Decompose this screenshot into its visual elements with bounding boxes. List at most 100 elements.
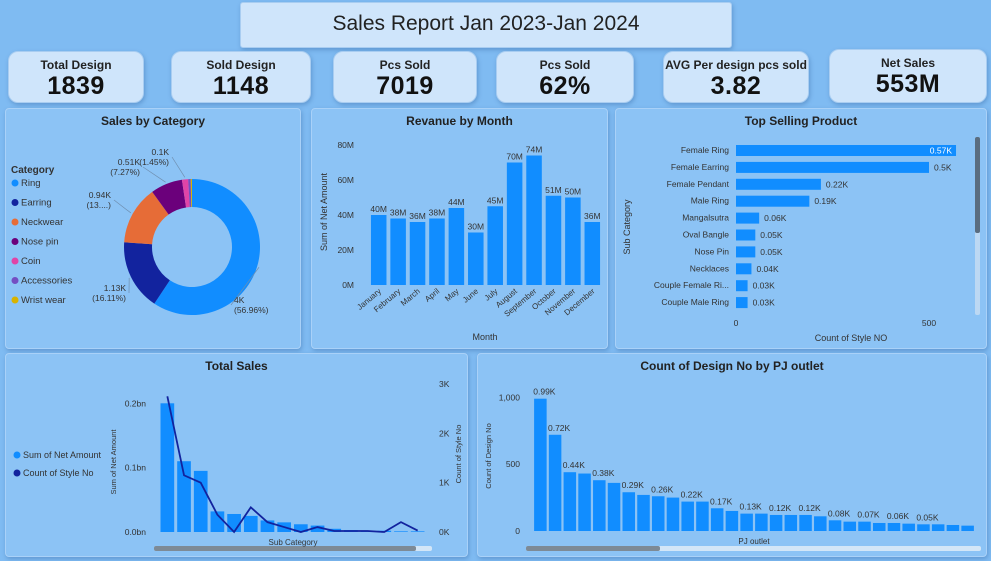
data-label: (1.45%) (139, 157, 169, 167)
data-label: 0.04K (756, 264, 779, 274)
data-label: 38M (429, 208, 446, 218)
leader-line (230, 267, 260, 306)
donut-slice (188, 179, 192, 208)
data-label: 0.1K (152, 147, 170, 157)
x-tick-label: April (423, 287, 441, 304)
bar (160, 403, 175, 532)
bar (622, 492, 636, 531)
bar (736, 280, 748, 292)
bar (931, 524, 945, 531)
bar (828, 520, 842, 531)
bar (545, 195, 562, 285)
bar (584, 222, 601, 285)
y-tick-label: 80M (337, 140, 354, 150)
bar (607, 482, 621, 531)
bar (526, 155, 542, 285)
x-tick-label: May (443, 287, 460, 304)
chart-title: Count of Design No by PJ outlet (640, 359, 824, 373)
kpi-label: Pcs Sold (379, 58, 431, 72)
data-label: 0.26K (651, 484, 674, 494)
bar (593, 480, 606, 531)
bar (736, 161, 929, 173)
data-label: 0.03K (753, 281, 776, 291)
series-line (166, 396, 419, 534)
bar (193, 470, 208, 532)
bar (468, 232, 484, 285)
bar (946, 524, 960, 531)
bar (260, 520, 275, 532)
data-label: (16.11%) (92, 293, 126, 303)
donut-chart[interactable]: Category Ring Earring Neckwear Nose pin Coin A… (6, 109, 300, 348)
legend-label: Count of Style No (23, 468, 94, 478)
data-label: 0.72K (548, 423, 571, 433)
scrollbar-thumb (154, 546, 416, 551)
bar (370, 215, 387, 285)
y-tick-label: 0.1bn (125, 463, 147, 473)
bar (448, 208, 465, 285)
bar (736, 263, 752, 275)
data-label: 0.17K (710, 496, 733, 506)
top-selling-product-chart[interactable]: Female Ring 0.57K Female Earring 0.5K Female… (616, 109, 986, 348)
design-by-outlet-panel[interactable]: Count of Design No by PJ outlet 0 500 1,00… (477, 353, 987, 557)
revenue-by-month-chart[interactable]: 0M20M40M60M80M40MJanuary38MFebruary36MMa… (312, 109, 607, 348)
legend-label: Coin (21, 256, 41, 267)
kpi-value: 1148 (212, 72, 270, 100)
y-tick-label: Couple Female Ri... (654, 280, 729, 290)
top-selling-product-panel[interactable]: Top Selling Product Female Ring 0.57K Fema… (615, 108, 987, 349)
bar (563, 472, 577, 531)
bar (725, 510, 739, 531)
y-axis-label: Sub Category (622, 199, 632, 255)
legend-marker (11, 296, 19, 304)
data-label: 51M (545, 185, 562, 195)
legend-marker (13, 469, 21, 477)
design-by-outlet-chart[interactable]: 0 500 1,000 0.99K 0.72K 0.44K 0.38K 0.29K 0.26K 0… (478, 354, 986, 556)
donut-slice (124, 191, 169, 245)
y-tick-label: Oval Bangle (683, 230, 730, 240)
data-label: 0.12K (798, 503, 821, 513)
donut-slice (152, 179, 187, 215)
legend-label: Neckwear (21, 217, 63, 228)
bar (736, 246, 756, 258)
chart-title: Total Sales (205, 359, 268, 373)
data-label: 36M (409, 211, 426, 221)
bar (736, 212, 760, 224)
y-tick-label: 40M (337, 210, 354, 220)
data-label: 50M (565, 187, 582, 197)
y-tick-label: Female Pendant (667, 179, 730, 189)
leader-line (113, 199, 132, 214)
x-axis-label: Count of Style NO (815, 333, 888, 343)
x-axis-label: Sub Category (269, 538, 318, 547)
bar (390, 218, 406, 285)
x-axis-label: PJ outlet (738, 537, 770, 546)
bar (769, 514, 783, 531)
bar (409, 222, 426, 285)
data-label: 1.13K (104, 283, 127, 293)
kpi-value: 62% (539, 72, 591, 100)
legend-label: Wrist wear (21, 295, 66, 306)
total-sales-chart[interactable]: 0.0bn 0.1bn 0.2bn 0K 1K 2K 3K Sum of Net Amount… (6, 354, 467, 556)
y-tick-label: Male Ring (691, 196, 730, 206)
kpi-value: 553M (875, 70, 941, 98)
legend-marker (11, 179, 19, 187)
kpi-net-sales: Net Sales 553M (829, 49, 987, 103)
y-tick-label: 0.2bn (125, 398, 147, 408)
sales-by-category-panel[interactable]: Sales by Category Category Ring Earring Nec… (5, 108, 301, 349)
bar (410, 531, 425, 532)
x-axis-label: Month (472, 332, 497, 342)
bar (506, 162, 523, 285)
data-label: 0.03K (753, 298, 776, 308)
data-label: (56.96%) (234, 305, 269, 315)
y2-tick-label: 3K (439, 379, 450, 389)
kpi-total-design: Total Design 1839 (8, 51, 144, 103)
total-sales-panel[interactable]: Total Sales 0.0bn 0.1bn 0.2bn 0K 1K 2K 3K Sum o… (5, 353, 468, 557)
revenue-by-month-panel[interactable]: Revanue by Month 0M 20M 40M 60M 80M 40M Januar… (311, 108, 608, 349)
kpi-value: 3.82 (710, 72, 762, 100)
data-label: 0.29K (622, 480, 645, 490)
bar (902, 523, 915, 531)
y-tick-label: 0 (515, 526, 520, 536)
bar (961, 525, 974, 531)
data-label: 0.19K (814, 196, 837, 206)
bar (429, 218, 445, 285)
y-tick-label: 20M (337, 245, 354, 255)
data-label: 0.57K (930, 146, 953, 156)
